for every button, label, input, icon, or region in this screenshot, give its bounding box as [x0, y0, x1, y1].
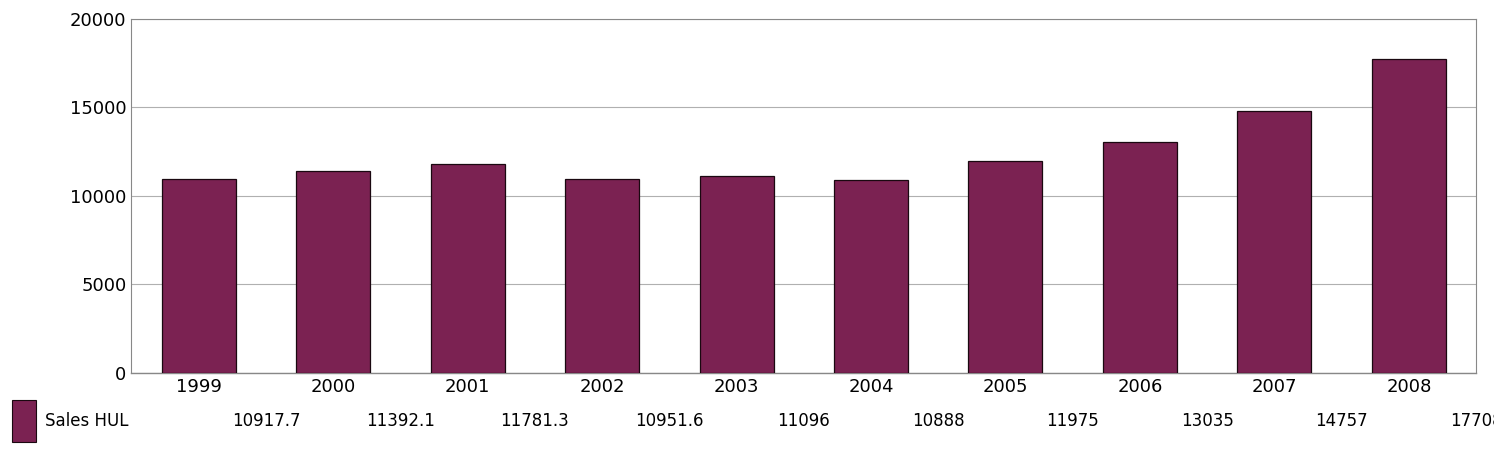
Bar	[1103, 142, 1177, 373]
Bar	[12, 400, 36, 442]
Text: 11096: 11096	[777, 413, 831, 430]
Text: 14757: 14757	[1315, 413, 1369, 430]
Bar	[565, 179, 639, 373]
Bar	[430, 164, 505, 373]
Bar	[296, 171, 371, 373]
Bar	[161, 179, 236, 373]
Bar	[834, 180, 908, 373]
Text: 11781.3: 11781.3	[500, 413, 569, 430]
Text: 11392.1: 11392.1	[366, 413, 435, 430]
Bar	[1371, 59, 1446, 373]
Text: 17708: 17708	[1449, 413, 1494, 430]
Text: 13035: 13035	[1180, 413, 1234, 430]
Text: 10917.7: 10917.7	[232, 413, 300, 430]
Bar	[1237, 112, 1312, 373]
Text: 10951.6: 10951.6	[635, 413, 704, 430]
Bar	[699, 176, 774, 373]
Text: Sales HUL: Sales HUL	[45, 413, 128, 430]
Bar	[968, 161, 1043, 373]
Text: 10888: 10888	[911, 413, 965, 430]
Text: 11975: 11975	[1046, 413, 1100, 430]
